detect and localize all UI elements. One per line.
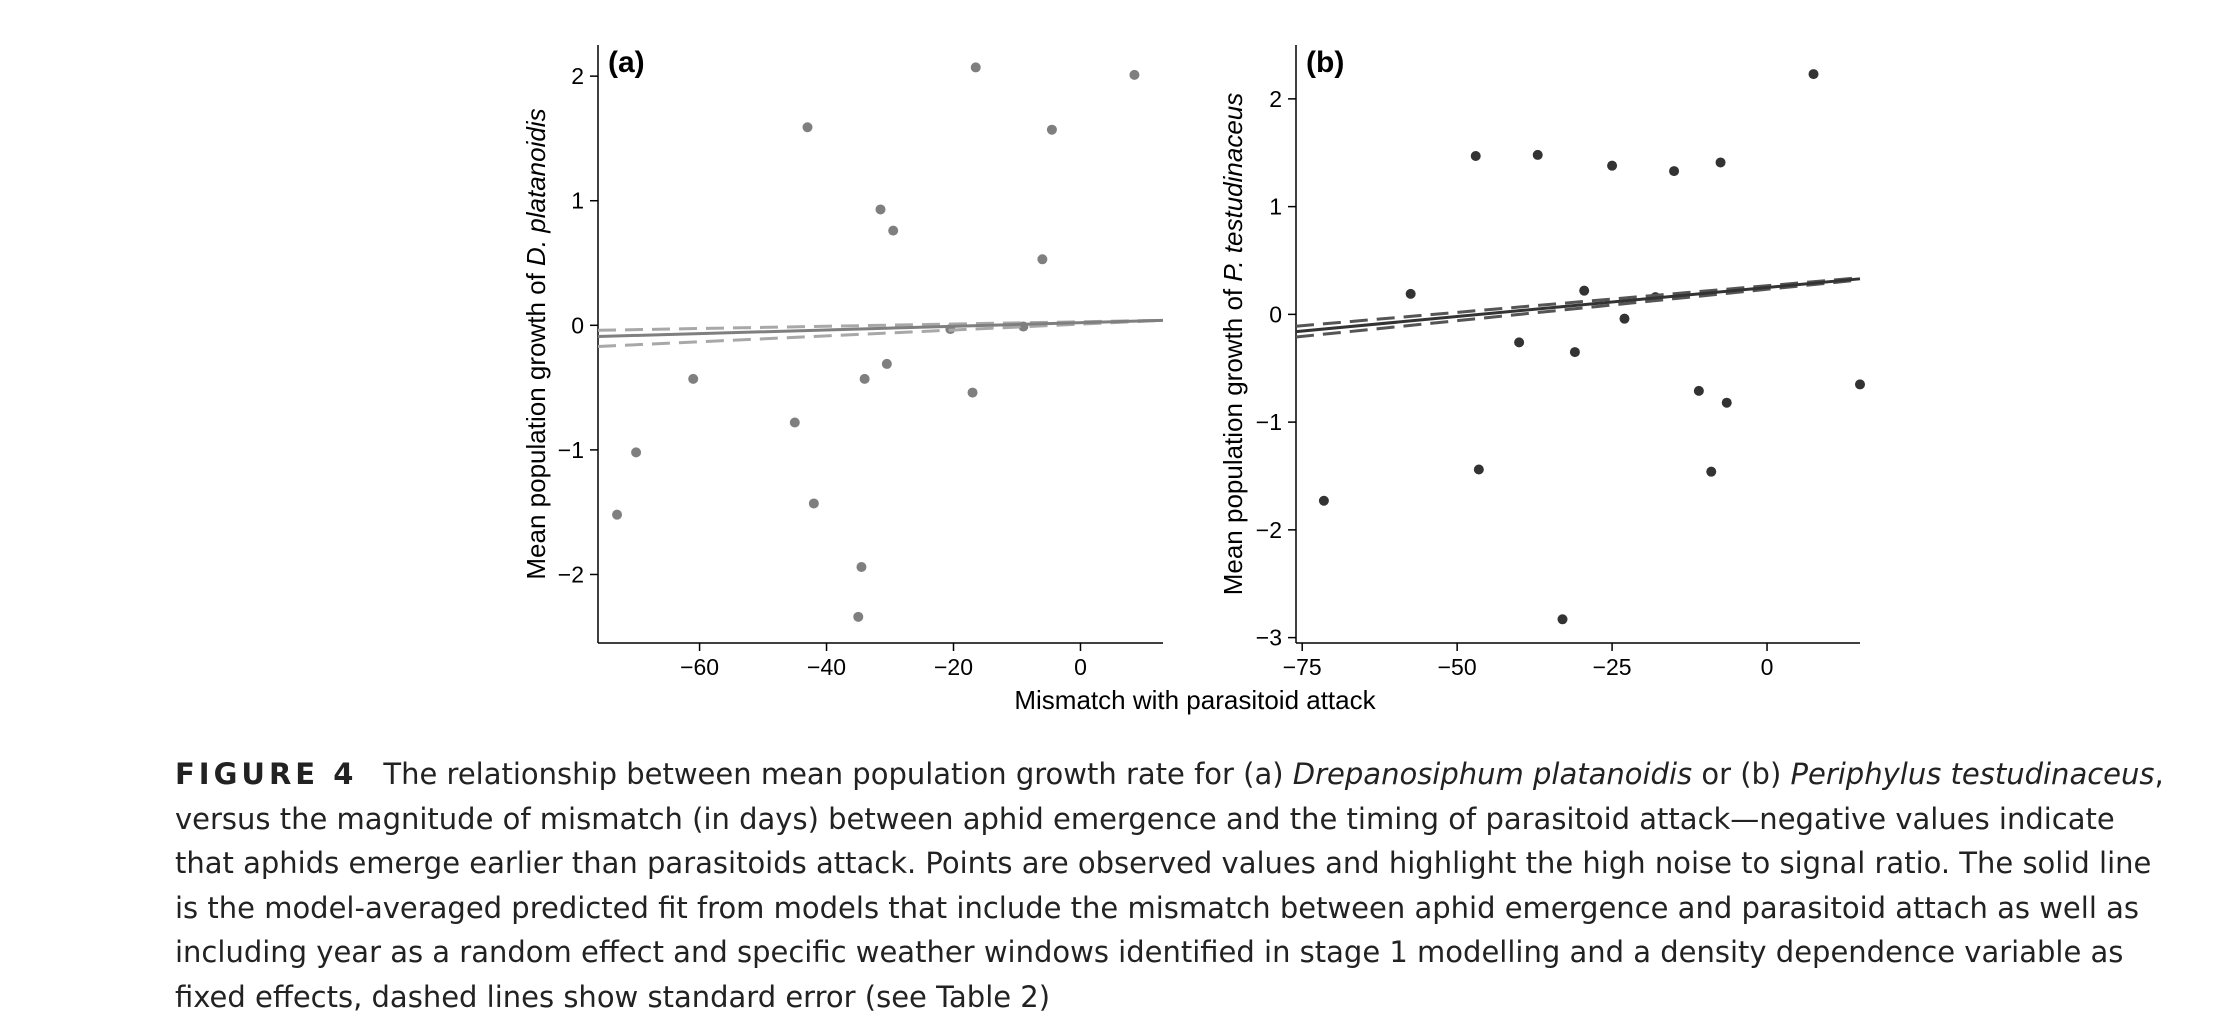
y-tick-label: −2 bbox=[1256, 517, 1282, 543]
data-point bbox=[1855, 379, 1865, 390]
data-point bbox=[856, 562, 867, 573]
caption-species-a: Drepanosiphum platanoidis bbox=[1292, 757, 1693, 791]
se-lower-line bbox=[597, 318, 1164, 348]
y-tick-label: 2 bbox=[571, 63, 584, 89]
data-point bbox=[688, 373, 699, 384]
data-point bbox=[1808, 69, 1819, 80]
data-point bbox=[1473, 464, 1484, 475]
x-tick-label: 0 bbox=[1074, 654, 1087, 680]
data-point bbox=[1693, 385, 1704, 396]
data-point bbox=[967, 387, 978, 398]
y-tick-label: 0 bbox=[1269, 301, 1282, 327]
y-tick-label: 1 bbox=[1269, 194, 1282, 220]
x-tick-label: −40 bbox=[807, 654, 846, 680]
x-tick-label: −60 bbox=[680, 654, 719, 680]
panel-label: (a) bbox=[608, 46, 645, 79]
data-point bbox=[888, 225, 899, 236]
y-axis-label: Mean population growth of D. platanoidis bbox=[521, 108, 551, 579]
data-point bbox=[802, 122, 813, 133]
x-tick-label: 0 bbox=[1761, 654, 1774, 680]
fit-line bbox=[1295, 277, 1861, 334]
panel-a: 2 1 0 −1 −2 −60 −40 −20 0 Mean population growth … bbox=[521, 45, 1164, 680]
data-point bbox=[612, 509, 623, 520]
panel-b: 2 1 0 −1 −2 −3−75 −50 −25 0 Mean population growt… bbox=[1218, 45, 1865, 680]
data-point bbox=[1514, 337, 1525, 348]
data-point bbox=[853, 611, 864, 622]
figure-label: FIGURE 4 bbox=[175, 757, 358, 791]
data-point bbox=[631, 447, 642, 458]
caption-text-2: or (b) bbox=[1692, 757, 1791, 791]
fit-line bbox=[597, 318, 1164, 339]
data-point bbox=[1405, 288, 1416, 299]
data-point bbox=[1318, 495, 1329, 506]
data-point bbox=[1607, 160, 1618, 171]
data-point bbox=[1046, 124, 1057, 135]
data-point bbox=[1569, 347, 1580, 358]
y-tick-label: 0 bbox=[571, 312, 584, 338]
x-axis-label: Mismatch with parasitoid attack bbox=[1014, 685, 1376, 715]
y-tick-label: −1 bbox=[1256, 409, 1282, 435]
se-upper-line bbox=[1295, 276, 1861, 328]
y-tick-label: −1 bbox=[558, 437, 584, 463]
data-point bbox=[1721, 397, 1732, 408]
x-tick-label: −50 bbox=[1438, 654, 1477, 680]
data-point bbox=[881, 358, 892, 369]
y-tick-label: 1 bbox=[571, 188, 584, 214]
data-point bbox=[789, 417, 800, 428]
x-tick-label: −25 bbox=[1593, 654, 1632, 680]
data-point bbox=[875, 204, 886, 215]
data-point bbox=[1532, 149, 1543, 160]
data-point bbox=[1579, 285, 1590, 296]
caption-text-1: The relationship between mean population… bbox=[383, 757, 1293, 791]
figure-caption: FIGURE 4 The relationship between mean po… bbox=[175, 752, 2165, 1019]
caption-text-3: , versus the magnitude of mismatch (in d… bbox=[175, 757, 2164, 1014]
x-tick-label: −75 bbox=[1283, 654, 1322, 680]
data-point bbox=[1557, 614, 1568, 625]
data-point bbox=[1669, 166, 1680, 177]
data-point bbox=[1715, 157, 1726, 168]
caption-species-b: Periphylus testudinaceus bbox=[1790, 757, 2155, 791]
data-point bbox=[808, 498, 819, 509]
y-tick-label: −2 bbox=[558, 561, 584, 587]
data-point bbox=[1037, 254, 1048, 265]
y-axis-label: Mean population growth of P. testudinace… bbox=[1218, 93, 1248, 596]
y-tick-label: 2 bbox=[1269, 86, 1282, 112]
data-point bbox=[1129, 69, 1140, 80]
data-point bbox=[1706, 466, 1717, 477]
data-point bbox=[1619, 313, 1630, 324]
y-tick-label: −3 bbox=[1256, 625, 1282, 651]
se-lower-line bbox=[1295, 278, 1861, 339]
data-point bbox=[859, 373, 870, 384]
x-tick-label: −20 bbox=[934, 654, 973, 680]
data-point bbox=[970, 62, 981, 73]
panel-label: (b) bbox=[1306, 46, 1344, 79]
data-point bbox=[1470, 150, 1481, 161]
